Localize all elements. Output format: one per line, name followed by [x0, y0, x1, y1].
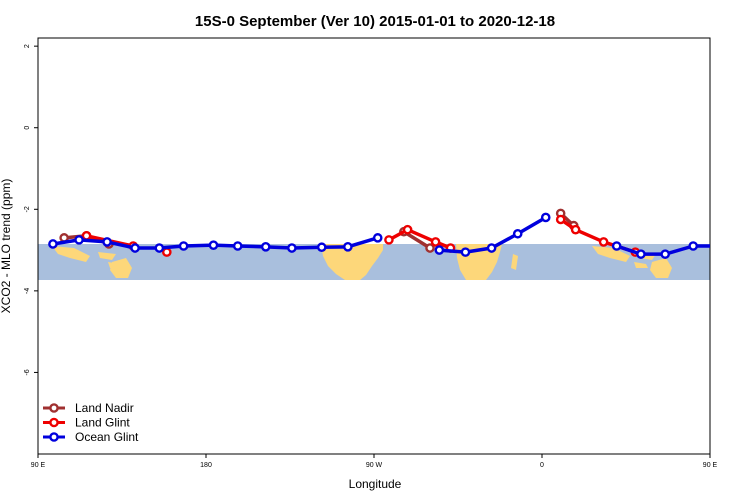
y-tick-label: -2 [24, 206, 31, 212]
legend-marker [49, 432, 59, 442]
x-tick-label: 90 W [366, 462, 383, 469]
data-point [688, 241, 699, 251]
data-point [570, 224, 581, 235]
data-point [611, 241, 622, 251]
data-point [178, 241, 189, 251]
data-point [733, 234, 740, 241]
data-point [130, 243, 140, 253]
x-tick-label: 180 [200, 462, 212, 469]
series-line [736, 236, 750, 244]
land-madagascar [511, 254, 518, 270]
data-point [598, 237, 609, 247]
legend-item: Land Nadir [43, 401, 134, 415]
legend-label: Land Nadir [75, 401, 134, 415]
legend-label: Land Glint [75, 416, 130, 430]
data-point [718, 242, 725, 249]
data-point [486, 243, 497, 253]
series-line [616, 244, 710, 256]
y-axis-ticks: 2 0 -2 -4 -6 [24, 44, 38, 376]
data-point [555, 214, 566, 225]
y-tick-label: -6 [24, 369, 31, 375]
data-point [232, 241, 243, 251]
series-ocean-glint [48, 212, 725, 259]
legend-marker [49, 417, 59, 428]
data-point [287, 243, 297, 253]
land-australia-left [110, 258, 132, 278]
legend-item: Ocean Glint [43, 430, 139, 444]
data-point [102, 237, 112, 247]
data-point [48, 239, 58, 249]
data-point [434, 245, 445, 255]
x-tick-label: 90 E [703, 462, 718, 469]
data-point [74, 235, 84, 245]
data-point [384, 235, 394, 245]
land-indonesia-left [52, 246, 122, 268]
y-axis-label: XCO2 - MLO trend (ppm) [0, 179, 13, 314]
data-point [636, 249, 646, 259]
legend-marker [49, 403, 59, 413]
x-tick-label: 90 E [31, 462, 46, 469]
x-axis-label: Longitude [349, 477, 402, 491]
data-point [540, 212, 551, 223]
x-tick-label: 0 [540, 462, 544, 469]
series-layer [48, 208, 750, 259]
data-point [343, 242, 353, 252]
land-australia-right [650, 258, 672, 278]
legend-item: Land Glint [43, 416, 130, 430]
data-point [81, 231, 92, 241]
data-point [372, 233, 383, 243]
x-axis-ticks: 90 E 180 90 W 0 90 E [31, 454, 718, 469]
legend-label: Ocean Glint [75, 430, 139, 444]
data-point [161, 247, 172, 257]
y-tick-label: 2 [24, 44, 31, 48]
land-americas [321, 244, 383, 280]
data-point [660, 249, 671, 259]
series-line [388, 227, 452, 250]
data-point [316, 242, 327, 253]
data-point [430, 237, 441, 247]
land-indonesia-right [592, 246, 656, 268]
data-point [460, 247, 471, 257]
data-point [402, 224, 413, 235]
chart-title: 15S-0 September (Ver 10) 2015-01-01 to 2… [195, 13, 555, 30]
y-tick-label: 0 [24, 126, 31, 130]
data-point [512, 228, 523, 239]
data-point [425, 243, 435, 253]
data-point [208, 240, 219, 250]
y-tick-label: -4 [24, 288, 31, 294]
data-point [154, 243, 165, 253]
data-point [260, 242, 271, 252]
